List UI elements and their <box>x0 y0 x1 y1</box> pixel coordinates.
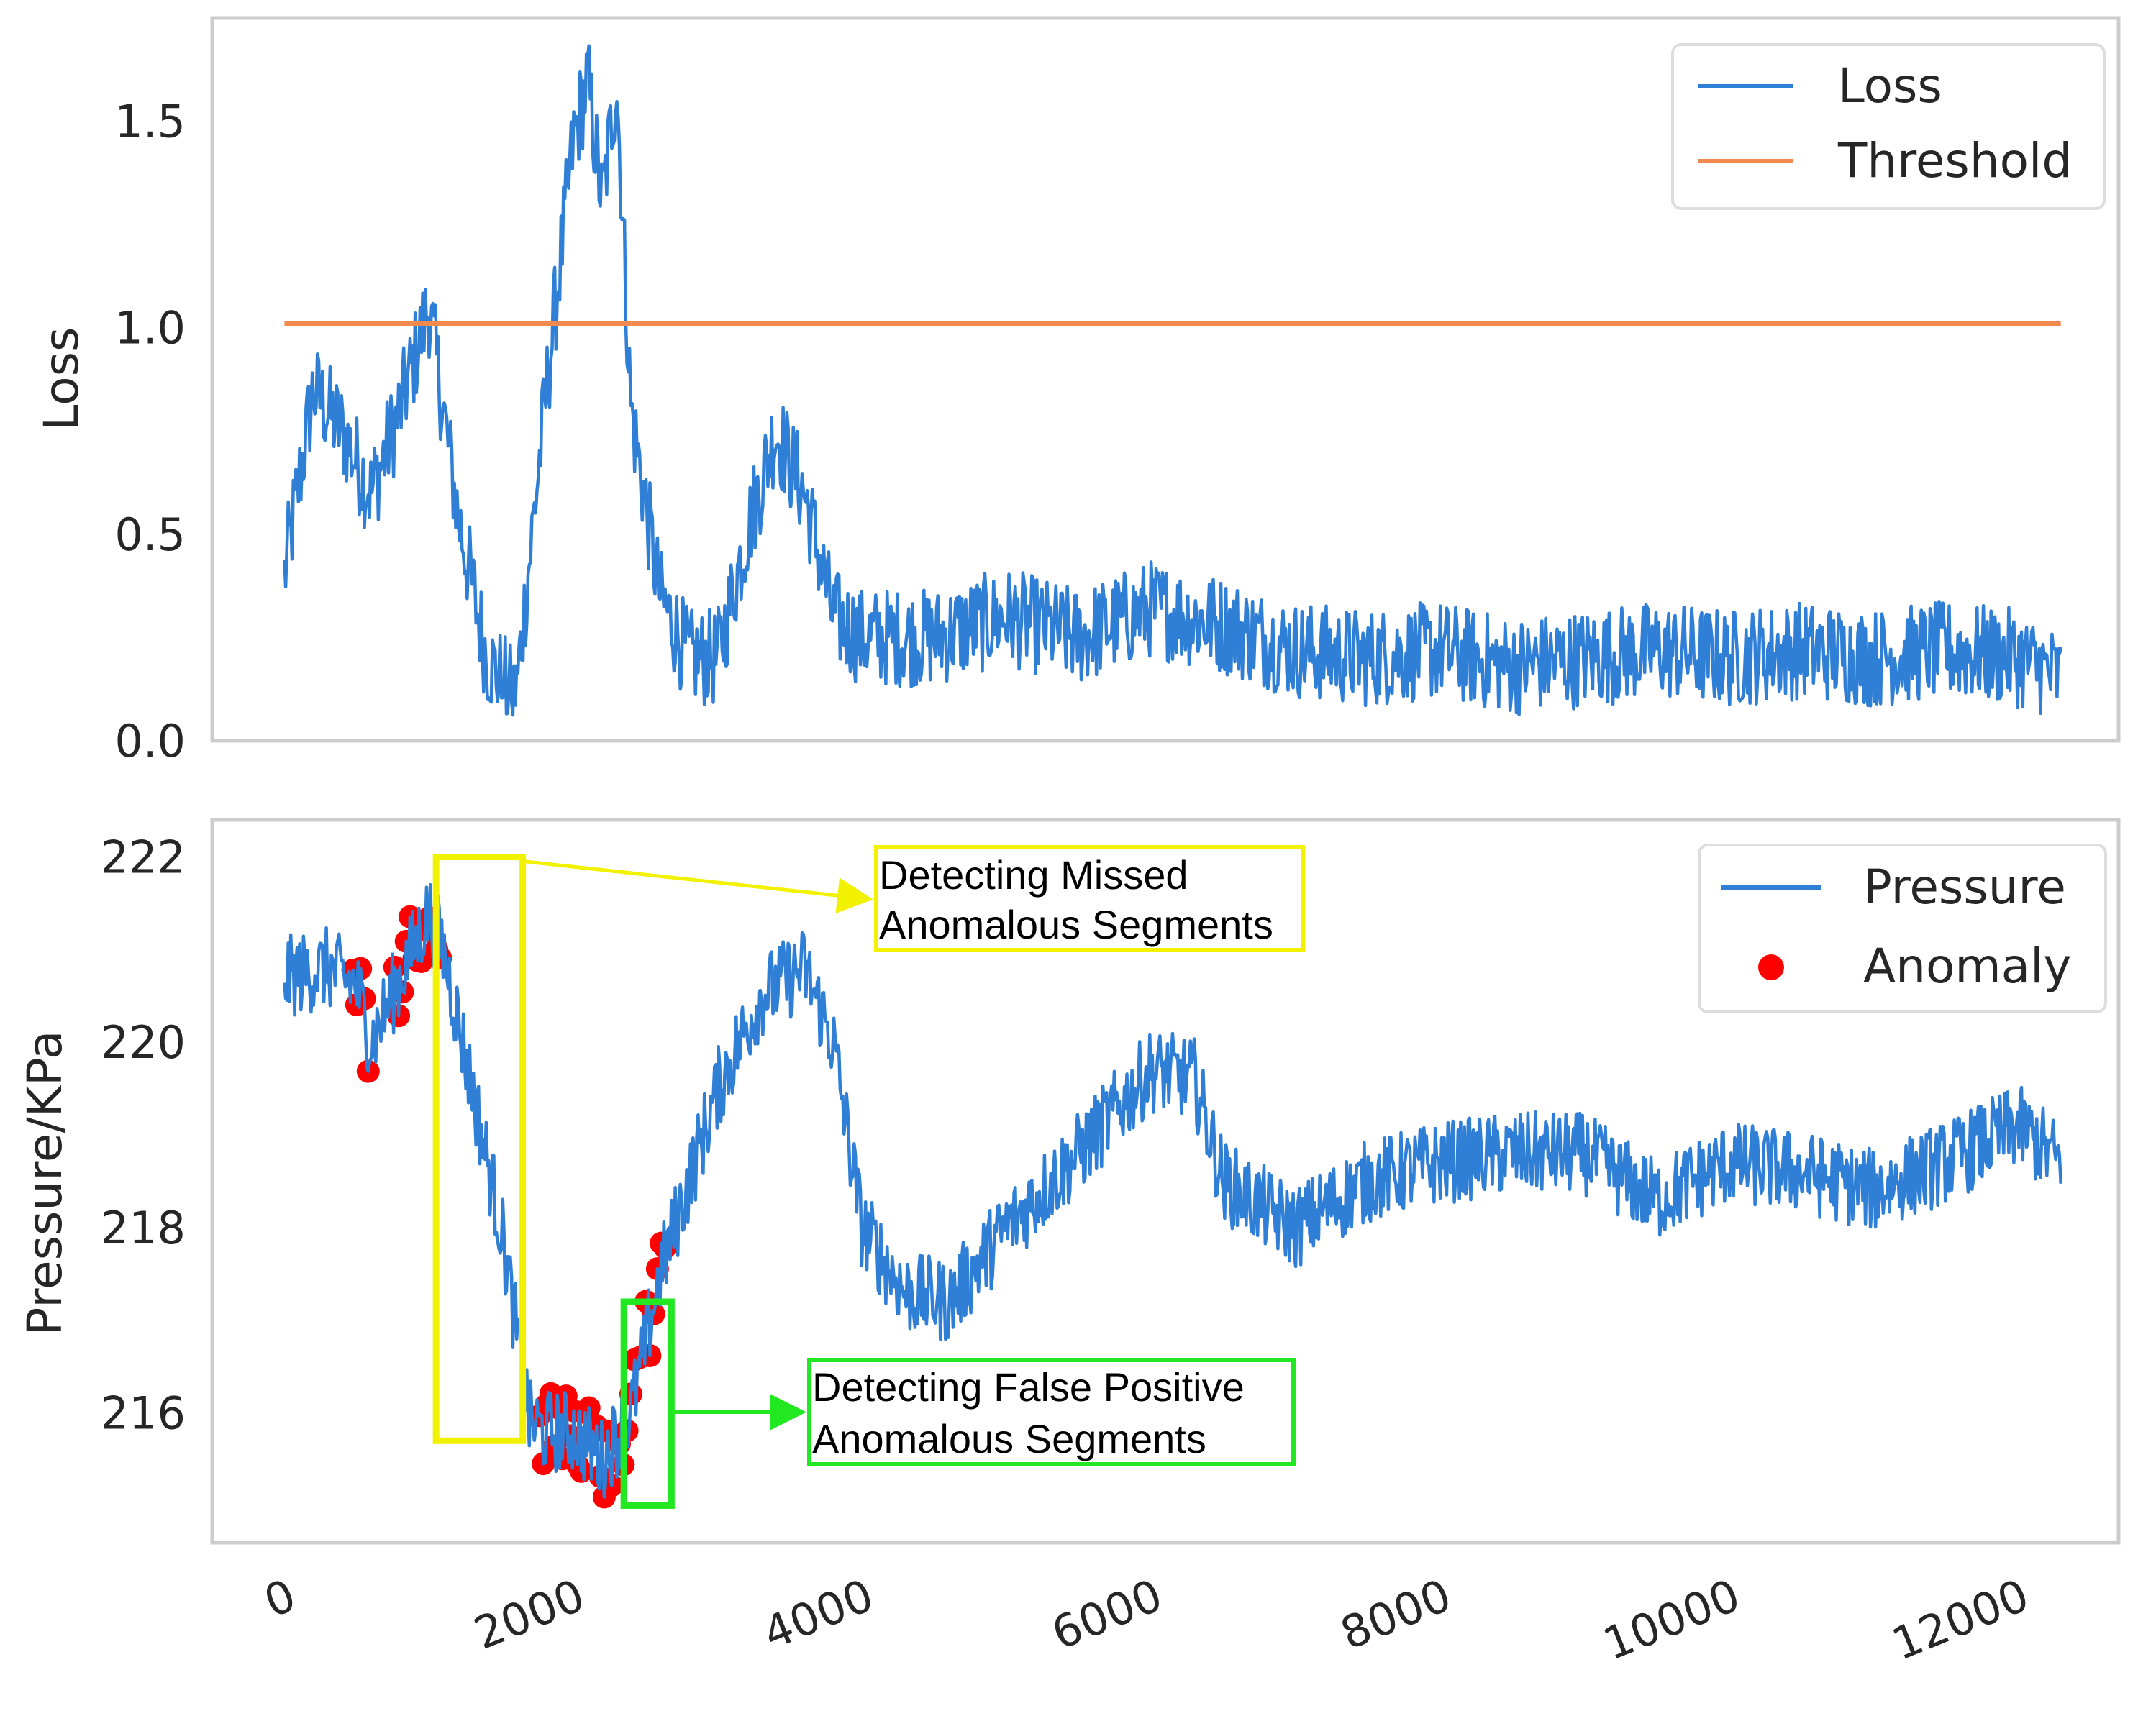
loss-series-line <box>283 44 2062 717</box>
x-tick-label: 8000 <box>1333 1569 1458 1660</box>
pressure-panel: 216 218 220 222 0 2000 4000 6000 8000 10000 12000… <box>17 818 2121 1671</box>
missed-anomaly-arrow <box>522 859 873 914</box>
false-positive-label-box <box>807 1358 1296 1466</box>
loss-y-tick-label: 1.5 <box>114 96 186 148</box>
loss-legend-label: Loss <box>1838 58 1942 114</box>
pressure-plot-area <box>283 883 2062 1509</box>
loss-y-tick-label: 1.0 <box>114 302 186 355</box>
missed-anomaly-region-box <box>432 854 527 1444</box>
pressure-y-ticks: 216 218 220 222 <box>101 831 186 1440</box>
loss-legend: Loss Threshold <box>1671 43 2106 210</box>
pressure-y-tick-label: 218 <box>101 1202 186 1254</box>
pressure-series-line <box>283 883 2062 1499</box>
pressure-y-axis-label: Pressure/KPa <box>17 1031 73 1336</box>
x-tick-label: 10000 <box>1596 1569 1747 1671</box>
x-tick-label: 2000 <box>467 1569 592 1660</box>
missed-anomaly-annotation: Detecting Missed Anomalous Segments <box>432 845 1305 1444</box>
x-tick-label: 12000 <box>1885 1569 2036 1671</box>
loss-panel: 0.0 0.5 1.0 1.5 Loss Loss Threshold <box>34 16 2121 767</box>
loss-plot-area <box>283 44 2062 717</box>
x-tick-label: 6000 <box>1045 1569 1170 1660</box>
x-tick-label: 4000 <box>755 1569 881 1660</box>
false-positive-label-line-2: Anomalous Segments <box>812 1416 1206 1461</box>
pressure-legend-label: Pressure <box>1863 859 2066 915</box>
pressure-x-ticks: 0 2000 4000 6000 8000 10000 12000 <box>257 1569 2036 1671</box>
pressure-legend: Pressure Anomaly <box>1698 844 2107 1013</box>
missed-anomaly-label-line-2: Anomalous Segments <box>879 902 1273 947</box>
pressure-y-tick-label: 216 <box>101 1387 186 1440</box>
loss-y-axis-label: Loss <box>34 327 89 432</box>
threshold-legend-label: Threshold <box>1837 133 2072 188</box>
missed-anomaly-label-box <box>874 845 1305 952</box>
loss-y-ticks: 0.0 0.5 1.0 1.5 <box>114 96 186 767</box>
pressure-y-tick-label: 220 <box>101 1016 186 1069</box>
pressure-y-tick-label: 222 <box>101 831 186 884</box>
false-positive-label-line-1: Detecting False Positive <box>812 1364 1245 1410</box>
loss-y-tick-label: 0.0 <box>114 715 186 767</box>
loss-y-tick-label: 0.5 <box>114 508 186 561</box>
false-positive-region-box <box>620 1298 675 1509</box>
anomaly-legend-marker <box>1758 954 1784 980</box>
false-positive-annotation: Detecting False Positive Anomalous Segme… <box>620 1298 1296 1509</box>
x-tick-label: 0 <box>257 1569 303 1628</box>
anomaly-legend-label: Anomaly <box>1863 939 2072 994</box>
missed-anomaly-label-line-1: Detecting Missed <box>879 852 1188 898</box>
